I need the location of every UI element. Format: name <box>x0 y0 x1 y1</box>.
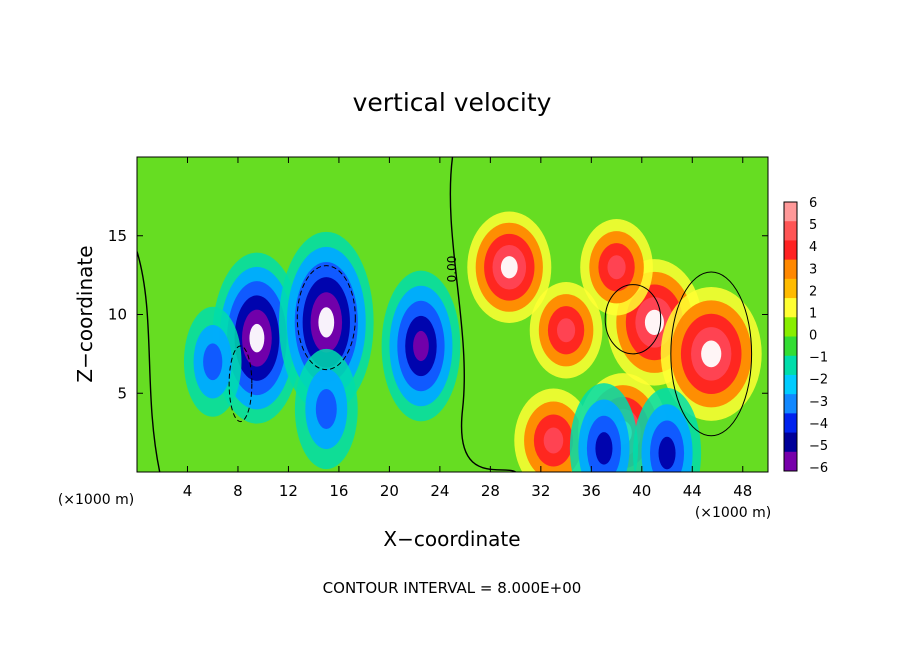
x-tick-label-3: 16 <box>329 482 348 500</box>
x-tick-label-7: 32 <box>531 482 550 500</box>
colorbar-frame <box>783 201 798 472</box>
field-feature-12-level-3 <box>595 432 613 465</box>
y-axis-title: Z−coordinate <box>73 245 97 382</box>
velocity-field <box>137 157 768 472</box>
x-tick-label-2: 12 <box>279 482 298 500</box>
x-tick-label-11: 48 <box>733 482 752 500</box>
colorbar-bin-1 <box>784 221 797 241</box>
colorbar-bin-7 <box>784 336 797 357</box>
x-unit-left: (×1000 m) <box>58 492 134 508</box>
field-feature-1-level-5 <box>318 307 335 338</box>
x-tick-label-10: 44 <box>683 482 702 500</box>
colorbar-tick-1: 5 <box>809 218 817 233</box>
contour-interval-note: CONTOUR INTERVAL = 8.000E+00 <box>323 579 582 597</box>
colorbar-tick-3: 3 <box>809 262 817 277</box>
zero-contour-label: 0.00 <box>445 256 459 283</box>
chart-title: vertical velocity <box>353 88 552 117</box>
colorbar-bin-0 <box>784 202 797 222</box>
colorbar-tick-10: −4 <box>809 417 828 432</box>
x-tick-label-4: 20 <box>380 482 399 500</box>
x-unit-right: (×1000 m) <box>695 505 771 521</box>
x-tick-label-5: 24 <box>430 482 449 500</box>
colorbar-bin-6 <box>784 317 797 337</box>
field-feature-4-level-2 <box>315 388 337 430</box>
colorbar-bin-2 <box>784 240 797 261</box>
negative-contour-1 <box>296 265 356 371</box>
field-feature-5-level-4 <box>500 256 518 279</box>
colorbar-tick-0: 6 <box>809 196 817 211</box>
field-feature-2-level-4 <box>413 330 429 362</box>
colorbar-bin-5 <box>784 298 797 318</box>
field-feature-6-level-4 <box>644 309 664 336</box>
y-tick-label-0: 5 <box>117 384 127 402</box>
colorbar-bin-3 <box>784 259 797 280</box>
colorbar-bin-10 <box>784 394 797 414</box>
field-feature-3-level-2 <box>203 343 223 381</box>
field-feature-0-level-5 <box>249 323 265 353</box>
colorbar-tick-8: −2 <box>809 373 828 388</box>
field-feature-9-level-3 <box>556 318 576 343</box>
colorbar-bin-4 <box>784 278 797 299</box>
positive-contour-1 <box>670 271 753 437</box>
colorbar-bin-9 <box>784 374 797 395</box>
x-tick-label-8: 36 <box>582 482 601 500</box>
colorbar-bin-13 <box>784 451 797 472</box>
colorbar-tick-5: 1 <box>809 306 817 321</box>
x-tick-label-9: 40 <box>632 482 651 500</box>
colorbar: 6 5 4 3 2 1 0 −1 −2 −3 −4 −5 −6 <box>783 196 828 476</box>
y-tick-label-2: 15 <box>108 227 127 245</box>
colorbar-tick-11: −5 <box>809 439 828 454</box>
x-axis: 4 8 12 16 20 24 28 32 36 40 44 48 <box>183 157 752 500</box>
y-tick-label-1: 10 <box>108 306 127 324</box>
colorbar-bin-12 <box>784 432 797 453</box>
colorbar-tick-6: 0 <box>809 329 817 344</box>
x-tick-label-0: 4 <box>183 482 193 500</box>
colorbar-bin-8 <box>784 355 797 376</box>
zero-contour-left <box>137 251 161 472</box>
colorbar-tick-4: 2 <box>809 284 817 299</box>
x-tick-label-6: 28 <box>481 482 500 500</box>
x-axis-title: X−coordinate <box>383 527 520 551</box>
x-tick-label-1: 8 <box>233 482 243 500</box>
colorbar-tick-9: −3 <box>809 395 828 410</box>
colorbar-tick-2: 4 <box>809 240 817 255</box>
field-feature-10-level-3 <box>543 427 564 454</box>
negative-contour-2 <box>228 345 253 423</box>
positive-contour-2 <box>604 284 662 355</box>
colorbar-tick-12: −6 <box>809 461 828 476</box>
zero-contour <box>449 157 516 472</box>
colorbar-bin-11 <box>784 413 797 434</box>
colorbar-tick-7: −1 <box>809 351 828 366</box>
y-axis: 5 10 15 <box>108 227 768 402</box>
field-feature-8-level-3 <box>607 255 626 280</box>
contour-lines <box>137 157 753 472</box>
field-feature-7-level-4 <box>701 340 722 368</box>
field-feature-13-level-3 <box>658 436 676 470</box>
